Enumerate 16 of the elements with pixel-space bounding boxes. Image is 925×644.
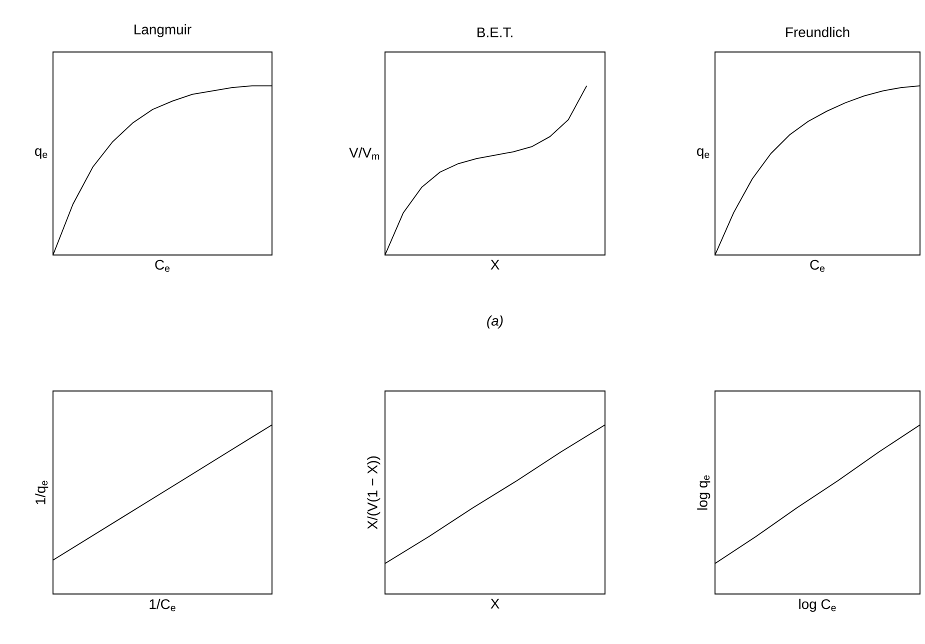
x-axis-title: C$_{e}$	[810, 260, 825, 272]
y-axis-title: 1/q$_{e}$	[35, 480, 48, 504]
chart-title: B.E.T.	[478, 28, 512, 38]
y-axis-title: X/(V(1 − X))	[367, 456, 380, 530]
chart-title: Langmuir	[134, 24, 192, 38]
text: (a)	[487, 315, 503, 328]
y-axis-title: log q$_{e}$	[697, 475, 710, 510]
x-axis-title: 1/C$_{e}$	[150, 598, 176, 612]
x-axis-title: log C$_{e}$	[799, 598, 836, 612]
x-axis-title: X	[490, 598, 500, 608]
chart-title: Freundlich	[786, 26, 850, 38]
x-axis-title: C$_{e}$	[155, 260, 170, 272]
y-axis-title: V/V$_{m}$	[349, 147, 380, 160]
x-axis-title: X	[490, 260, 500, 270]
y-axis-title: q$_{e}$	[697, 148, 710, 159]
y-axis-title: q$_{e}$	[35, 148, 48, 159]
